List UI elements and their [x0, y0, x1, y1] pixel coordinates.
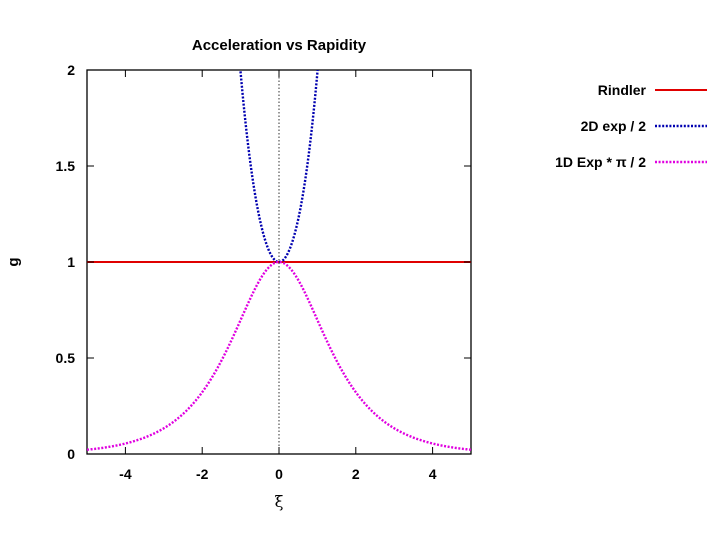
y-tick-label: 2 [67, 62, 75, 78]
x-tick-label: 2 [352, 466, 360, 482]
series-layer [87, 70, 471, 451]
y-tick-label: 1.5 [56, 158, 76, 174]
y-axis-label: g [5, 257, 22, 266]
legend-label-1: 2D exp / 2 [581, 118, 647, 134]
x-tick-label: 4 [429, 466, 437, 482]
series-line-1 [239, 70, 319, 264]
x-tick-label: 0 [275, 466, 283, 482]
ticks-layer: -4 -2 0 2 4 0 0.5 1 1.5 2 [56, 62, 471, 482]
y-tick-label: 0 [67, 446, 75, 462]
y-tick-label: 0.5 [56, 350, 76, 366]
x-axis-label: ξ [275, 492, 284, 511]
series-line-2 [87, 260, 471, 451]
legend-label-0: Rindler [598, 82, 647, 98]
y-tick-label: 1 [67, 254, 75, 270]
x-tick-label: -2 [196, 466, 209, 482]
chart-title: Acceleration vs Rapidity [192, 37, 367, 54]
legend-label-2: 1D Exp * π / 2 [555, 154, 646, 170]
x-tick-label: -4 [119, 466, 132, 482]
legend: Rindler 2D exp / 2 1D Exp * π / 2 [555, 82, 707, 170]
